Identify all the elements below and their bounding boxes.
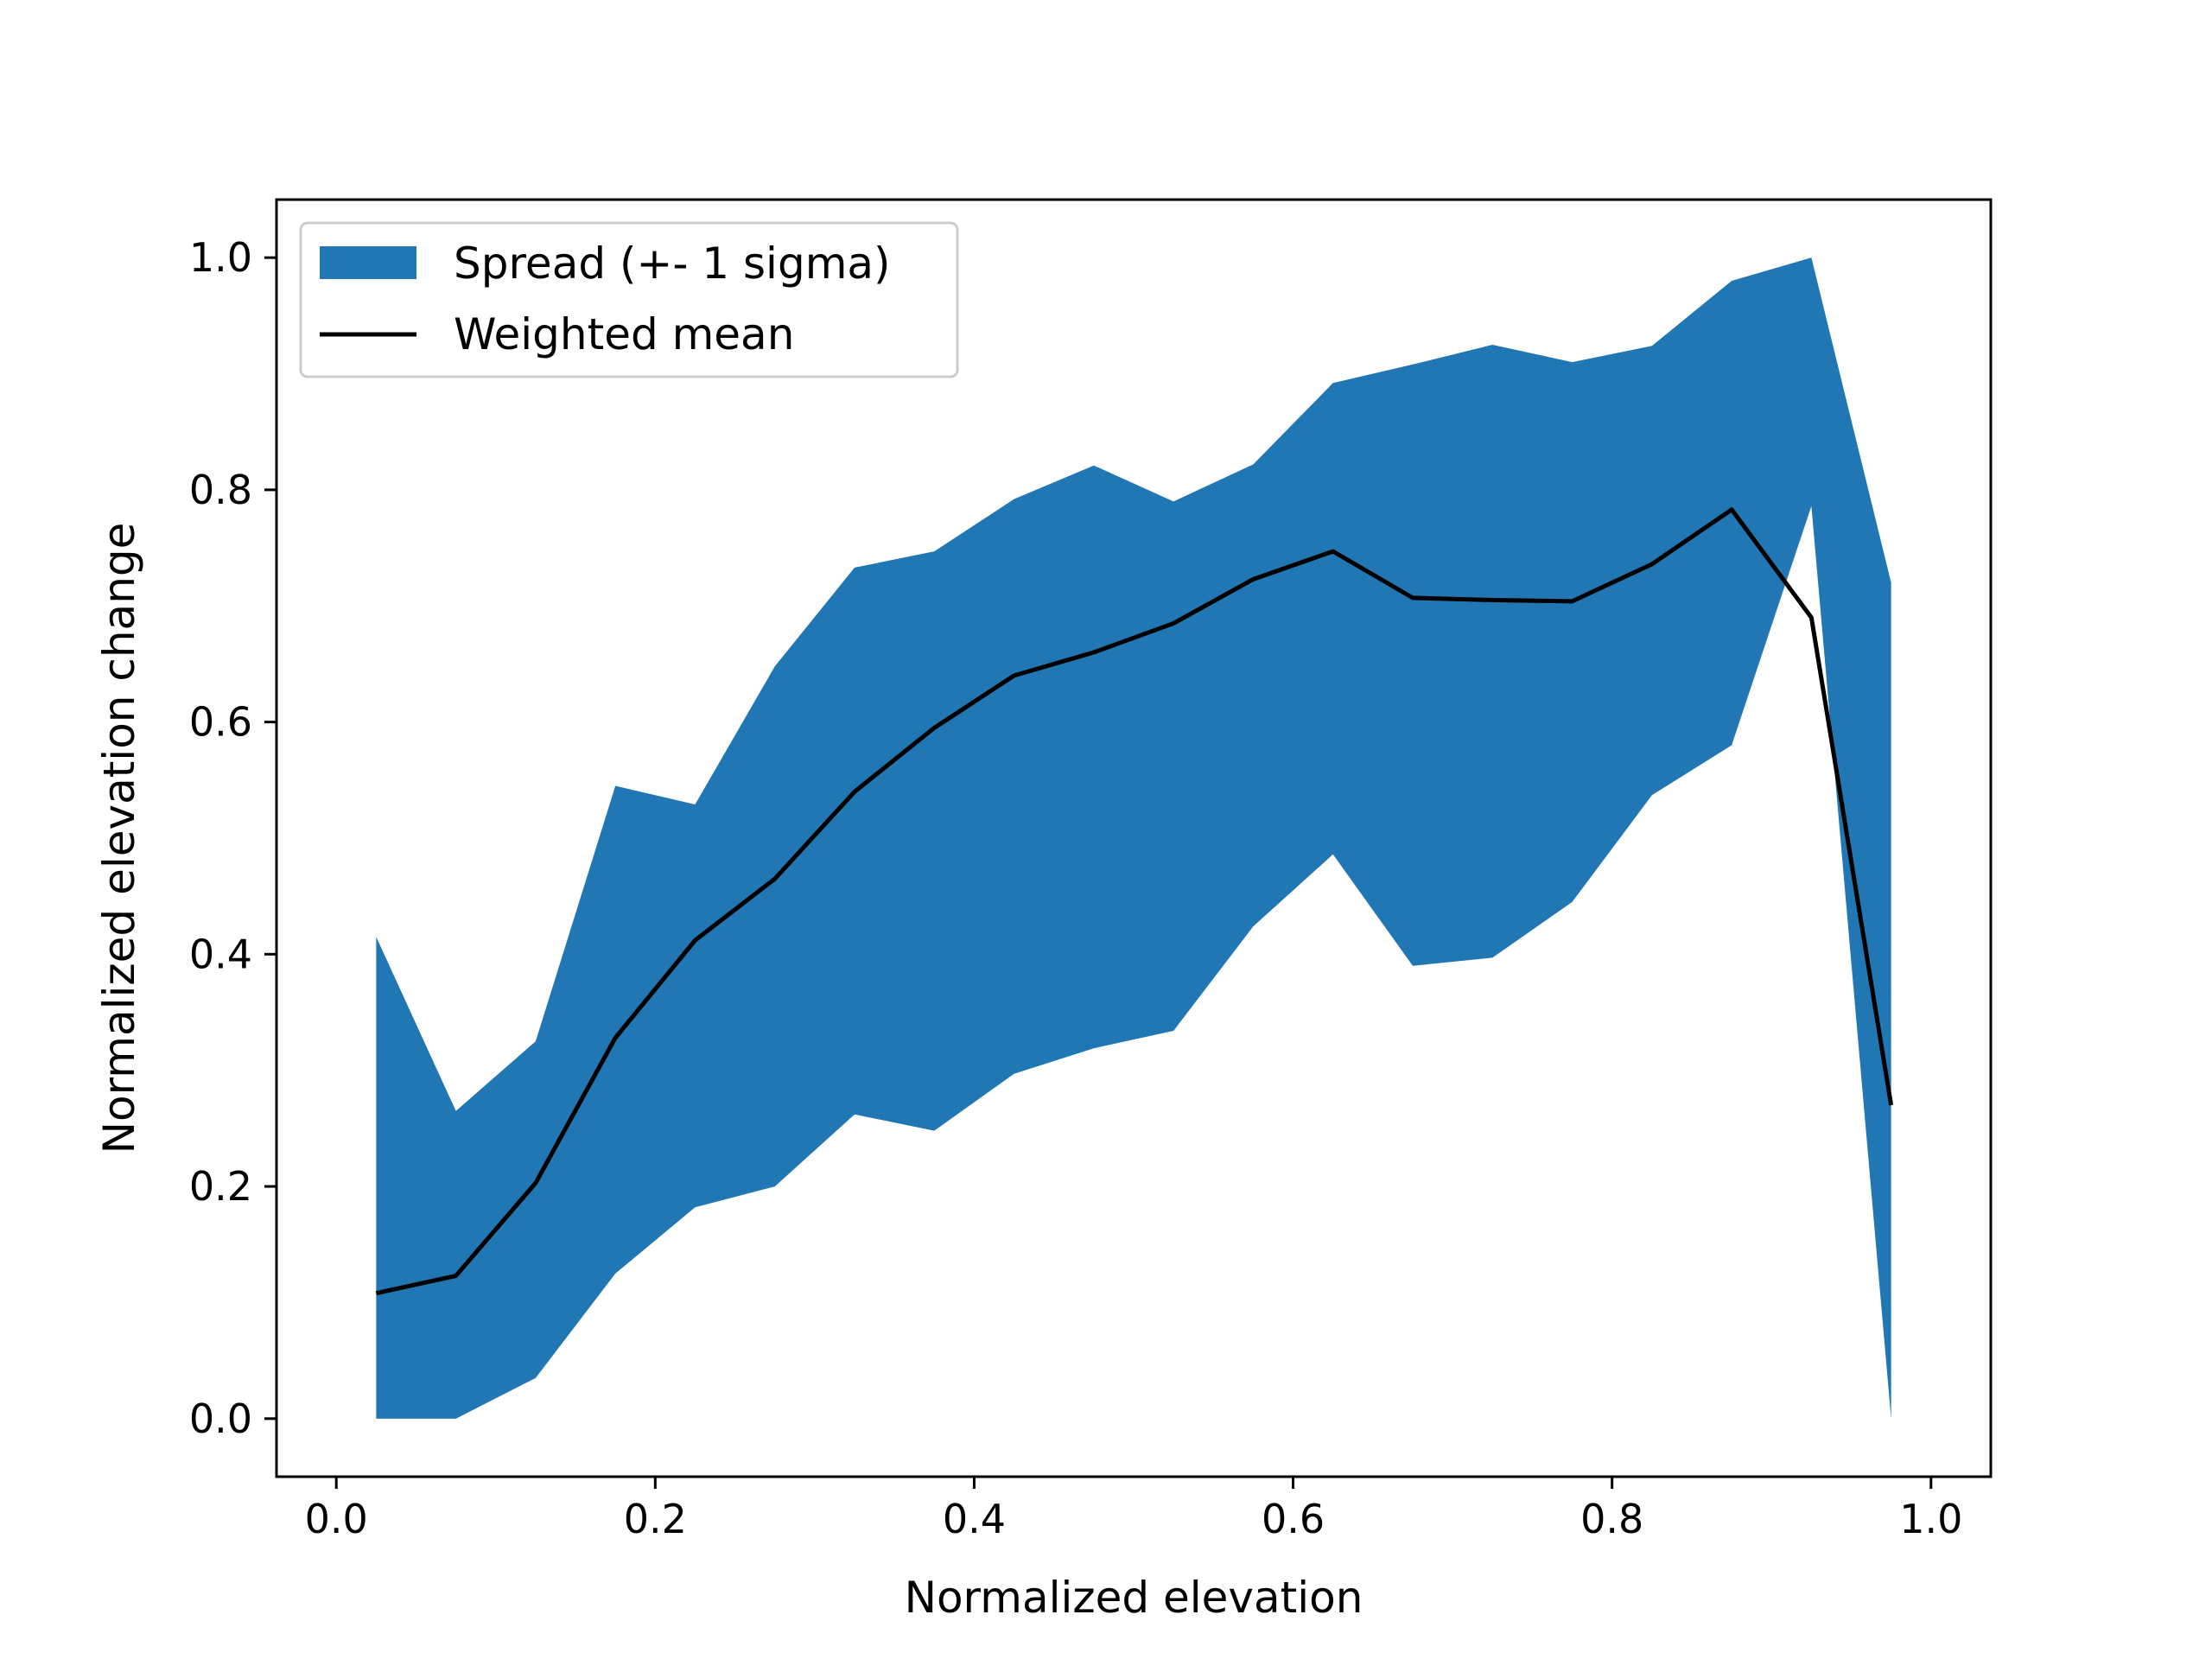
x-tick-label: 0.4 bbox=[943, 1496, 1006, 1542]
axis-ticks: 0.0 0.2 0.4 0.6 0.8 1.0 0.0 0.2 0.4 0.6 0.8 1.0 bbox=[189, 234, 1963, 1542]
y-tick-label: 0.6 bbox=[189, 699, 252, 746]
x-tick-label: 0.2 bbox=[624, 1496, 687, 1542]
y-tick-label: 0.0 bbox=[189, 1395, 252, 1442]
y-tick-label: 0.2 bbox=[189, 1163, 252, 1210]
y-tick-label: 1.0 bbox=[189, 234, 252, 281]
axes-frame bbox=[275, 198, 1993, 1478]
legend: Spread (+- 1 sigma) Weighted mean bbox=[299, 221, 959, 378]
weighted-mean-line bbox=[375, 507, 1894, 1296]
spread-band bbox=[376, 257, 1891, 1419]
legend-spread-swatch bbox=[320, 246, 416, 279]
x-axis-label: Normalized elevation bbox=[905, 1573, 1363, 1623]
legend-mean-label: Weighted mean bbox=[454, 309, 794, 359]
x-tick-label: 0.8 bbox=[1580, 1496, 1643, 1542]
y-axis-label: Normalized elevation change bbox=[94, 523, 144, 1154]
x-tick-label: 0.6 bbox=[1262, 1496, 1325, 1542]
legend-box bbox=[299, 221, 959, 378]
x-tick-label: 1.0 bbox=[1899, 1496, 1962, 1542]
plot-area bbox=[375, 257, 1894, 1419]
x-tick-label: 0.0 bbox=[305, 1496, 368, 1542]
y-tick-label: 0.4 bbox=[189, 931, 252, 977]
y-tick-label: 0.8 bbox=[189, 467, 252, 513]
legend-spread-label: Spread (+- 1 sigma) bbox=[454, 238, 891, 289]
